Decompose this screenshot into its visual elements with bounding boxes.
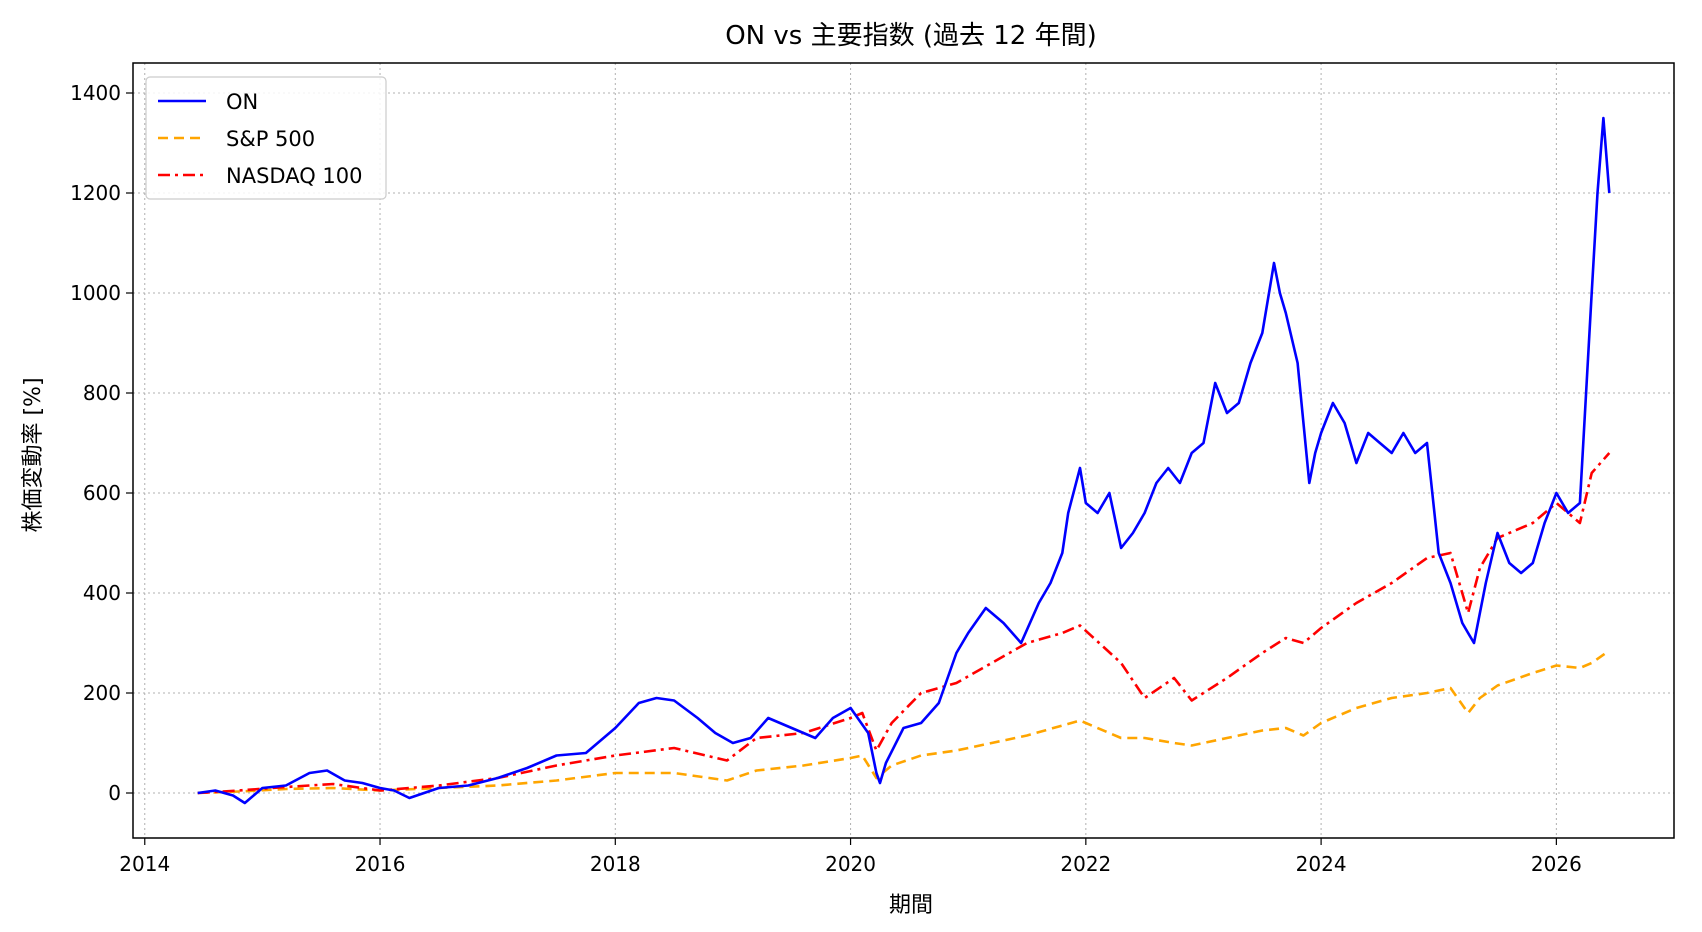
y-tick-label: 1000 bbox=[70, 281, 121, 305]
series-line-1 bbox=[197, 649, 1611, 795]
x-tick-label: 2018 bbox=[590, 852, 641, 876]
legend-box bbox=[145, 76, 387, 200]
legend-label: NASDAQ 100 bbox=[226, 164, 363, 188]
legend-label: ON bbox=[226, 90, 258, 114]
x-axis-ticks: 2014 2016 2018 2020 2022 2024 2026 bbox=[119, 838, 1582, 876]
y-tick-label: 200 bbox=[83, 681, 121, 705]
y-tick-label: 0 bbox=[108, 781, 121, 805]
x-tick-label: 2026 bbox=[1531, 852, 1582, 876]
series-layer bbox=[197, 116, 1611, 805]
series-line-2 bbox=[197, 452, 1611, 795]
x-tick-label: 2022 bbox=[1060, 852, 1111, 876]
x-tick-label: 2014 bbox=[119, 852, 170, 876]
y-axis-ticks: 0 200 400 600 800 1000 1200 1400 bbox=[70, 81, 133, 805]
series-line-0 bbox=[197, 116, 1611, 805]
x-axis-label: 期間 bbox=[889, 893, 933, 918]
y-axis-label: 株価変動率 [%] bbox=[21, 377, 46, 532]
x-tick-label: 2024 bbox=[1296, 852, 1347, 876]
y-tick-label: 800 bbox=[83, 381, 121, 405]
y-tick-label: 400 bbox=[83, 581, 121, 605]
y-tick-label: 600 bbox=[83, 481, 121, 505]
legend: ON S&P 500 NASDAQ 100 bbox=[145, 76, 387, 200]
x-tick-label: 2016 bbox=[355, 852, 406, 876]
y-tick-label: 1400 bbox=[70, 81, 121, 105]
chart-title: ON vs 主要指数 (過去 12 年間) bbox=[725, 21, 1097, 51]
legend-label: S&P 500 bbox=[226, 127, 315, 151]
x-tick-label: 2020 bbox=[825, 852, 876, 876]
y-tick-label: 1200 bbox=[70, 181, 121, 205]
plot-frame bbox=[132, 62, 1675, 839]
